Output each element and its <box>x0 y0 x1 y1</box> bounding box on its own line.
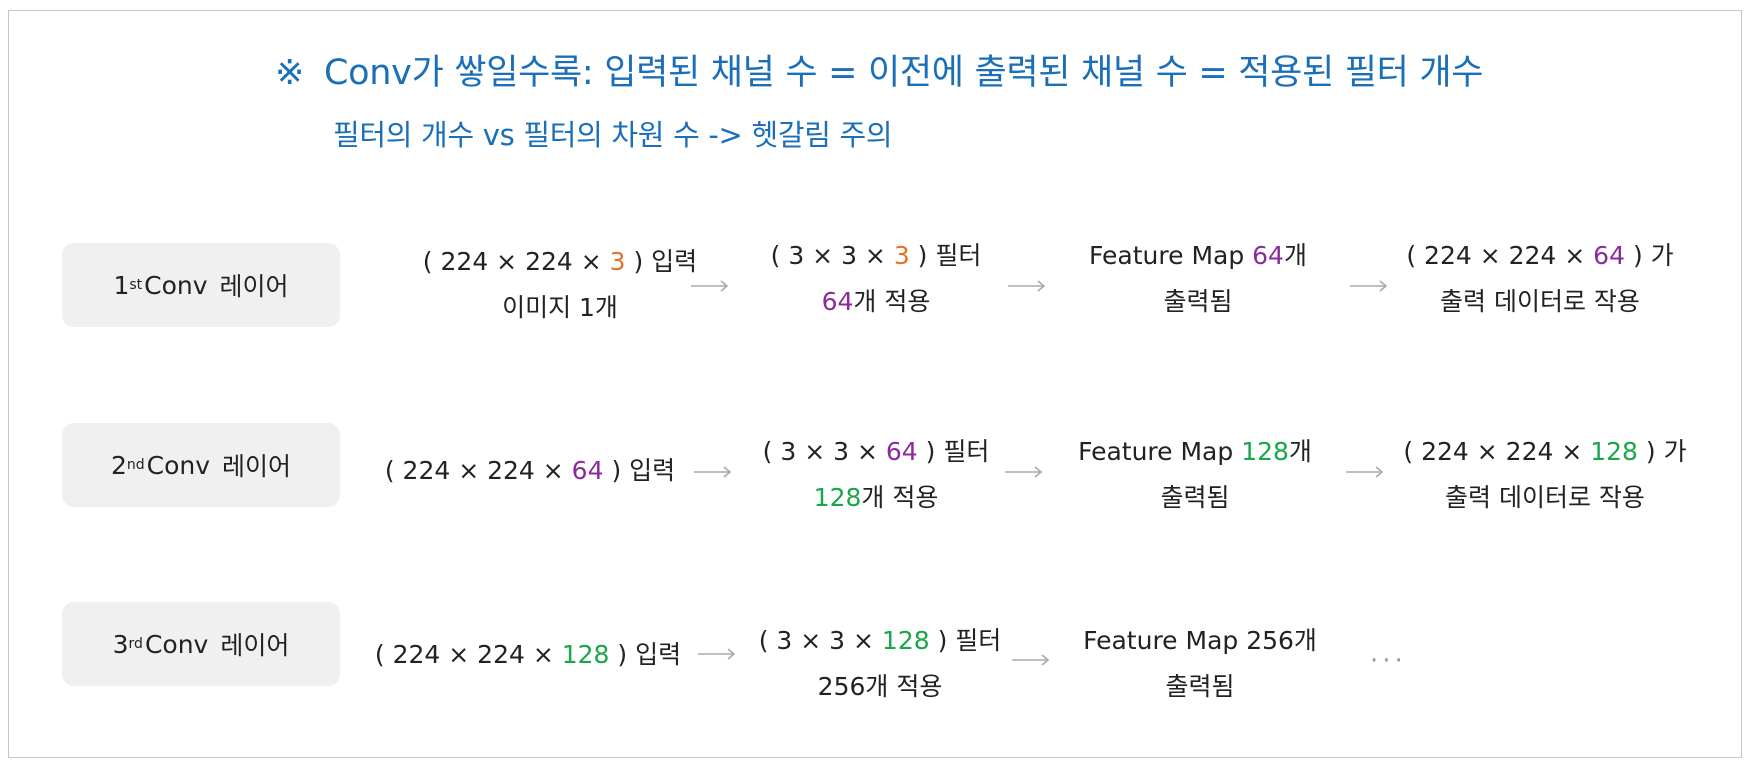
filter-prefix: ( 3 × 3 × <box>758 626 882 655</box>
input-step-3: ( 224 × 224 × 128 ) 입력 <box>375 632 681 678</box>
output-channels: 128 <box>1590 437 1638 466</box>
input-line: ( 224 × 224 × 128 ) 입력 <box>375 632 681 678</box>
input-suffix: ) 입력 <box>625 247 698 276</box>
filter-count-suffix: 개 적용 <box>861 483 939 512</box>
page-title: ※ Conv가 쌓일수록: 입력된 채널 수 = 이전에 출력된 채널 수 = 적… <box>275 44 1483 95</box>
reference-mark: ※ <box>275 53 305 93</box>
layer-number: 3 <box>112 629 129 659</box>
layer-word: 레이어 <box>219 272 289 301</box>
filter-count: 128 <box>813 483 862 512</box>
input-prefix: ( 224 × 224 × <box>422 247 610 276</box>
output-channels: 64 <box>1593 241 1625 270</box>
feature-step-3: Feature Map 256개 출력됨 <box>1083 618 1317 710</box>
arrow-right-icon <box>698 648 736 660</box>
input-suffix: ) 입력 <box>609 640 682 669</box>
output-step-2: ( 224 × 224 × 128 ) 가 출력 데이터로 작용 <box>1403 429 1686 521</box>
filter-depth: 128 <box>881 626 930 655</box>
feature-prefix: Feature Map <box>1089 241 1253 270</box>
input-prefix: ( 224 × 224 × <box>384 456 572 485</box>
output-suffix: ) 가 <box>1637 437 1687 466</box>
filter-suffix: ) 필터 <box>929 626 1002 655</box>
filter-step-1: ( 3 × 3 × 3 ) 필터 64개 적용 <box>771 233 982 325</box>
layer-word: 레이어 <box>220 631 290 660</box>
input-channels: 3 <box>609 247 626 276</box>
feature-count: 64 <box>1252 241 1284 270</box>
layer-number: 1 <box>113 270 130 300</box>
filter-step-2: ( 3 × 3 × 64 ) 필터 128개 적용 <box>763 429 990 521</box>
layer-label: Conv <box>146 450 211 480</box>
arrow-right-icon <box>694 466 732 478</box>
feature-line2: 출력됨 <box>1163 287 1233 316</box>
layer-ordinal-suffix: st <box>129 277 143 293</box>
layer-label: Conv <box>144 629 209 659</box>
arrow-right-icon <box>1012 654 1050 666</box>
filter-line: ( 3 × 3 × 3 ) 필터 <box>771 233 982 279</box>
feature-step-1: Feature Map 64개 출력됨 <box>1089 233 1307 325</box>
input-line: ( 224 × 224 × 3 ) 입력 <box>423 239 697 285</box>
arrow-right-icon <box>1346 466 1384 478</box>
filter-depth: 64 <box>885 437 918 466</box>
feature-line: Feature Map 256개 <box>1083 626 1317 655</box>
output-prefix: ( 224 × 224 × <box>1403 437 1591 466</box>
filter-suffix: ) 필터 <box>917 437 990 466</box>
input-channels: 64 <box>571 456 604 485</box>
filter-line: ( 3 × 3 × 128 ) 필터 <box>759 618 1002 664</box>
title-text: Conv가 쌓일수록: 입력된 채널 수 = 이전에 출력된 채널 수 = 적용… <box>324 53 1484 93</box>
input-channels: 128 <box>561 640 610 669</box>
filter-line: ( 3 × 3 × 64 ) 필터 <box>763 429 990 475</box>
input-prefix: ( 224 × 224 × <box>374 640 562 669</box>
output-line: ( 224 × 224 × 64 ) 가 <box>1406 233 1673 279</box>
layer-label: Conv <box>144 270 208 300</box>
arrow-right-icon <box>1008 280 1046 292</box>
feature-line: Feature Map 128개 <box>1078 429 1312 475</box>
feature-count: 128 <box>1241 437 1289 466</box>
input-step-1: ( 224 × 224 × 3 ) 입력 이미지 1개 <box>423 239 697 331</box>
diagram-frame <box>8 10 1742 758</box>
output-line2: 출력 데이터로 작용 <box>1445 483 1645 512</box>
feature-line2: 출력됨 <box>1165 672 1235 701</box>
page-subtitle: 필터의 개수 vs 필터의 차원 수 -> 헷갈림 주의 <box>333 118 893 152</box>
feature-suffix: 개 <box>1283 241 1307 270</box>
filter-count-line: 128개 적용 <box>763 475 990 521</box>
layer-ordinal-suffix: rd <box>128 636 143 652</box>
filter-count-suffix: 개 적용 <box>853 287 931 316</box>
output-suffix: ) 가 <box>1624 241 1674 270</box>
filter-count-line: 64개 적용 <box>771 279 982 325</box>
feature-line2: 출력됨 <box>1160 483 1230 512</box>
input-step-2: ( 224 × 224 × 64 ) 입력 <box>385 448 675 494</box>
filter-depth: 3 <box>893 241 910 270</box>
filter-prefix: ( 3 × 3 × <box>762 437 886 466</box>
output-step-1: ( 224 × 224 × 64 ) 가 출력 데이터로 작용 <box>1406 233 1673 325</box>
feature-step-2: Feature Map 128개 출력됨 <box>1078 429 1312 521</box>
filter-prefix: ( 3 × 3 × <box>770 241 894 270</box>
feature-suffix: 개 <box>1288 437 1312 466</box>
arrow-right-icon <box>691 280 729 292</box>
output-line2: 출력 데이터로 작용 <box>1440 287 1640 316</box>
continuation-ellipsis: ··· <box>1370 646 1407 676</box>
layer-word: 레이어 <box>222 452 292 481</box>
arrow-right-icon <box>1005 466 1043 478</box>
filter-count-line: 256개 적용 <box>817 672 943 701</box>
feature-line: Feature Map 64개 <box>1089 233 1307 279</box>
filter-suffix: ) 필터 <box>909 241 982 270</box>
input-line: ( 224 × 224 × 64 ) 입력 <box>385 448 675 494</box>
filter-step-3: ( 3 × 3 × 128 ) 필터 256개 적용 <box>759 618 1002 710</box>
layer-ordinal-suffix: nd <box>126 457 145 473</box>
feature-prefix: Feature Map <box>1078 437 1242 466</box>
input-line2: 이미지 1개 <box>502 293 618 322</box>
output-prefix: ( 224 × 224 × <box>1406 241 1594 270</box>
layer-number: 2 <box>110 450 127 480</box>
input-suffix: ) 입력 <box>603 456 676 485</box>
output-line: ( 224 × 224 × 128 ) 가 <box>1403 429 1686 475</box>
arrow-right-icon <box>1350 280 1388 292</box>
filter-count: 64 <box>821 287 854 316</box>
